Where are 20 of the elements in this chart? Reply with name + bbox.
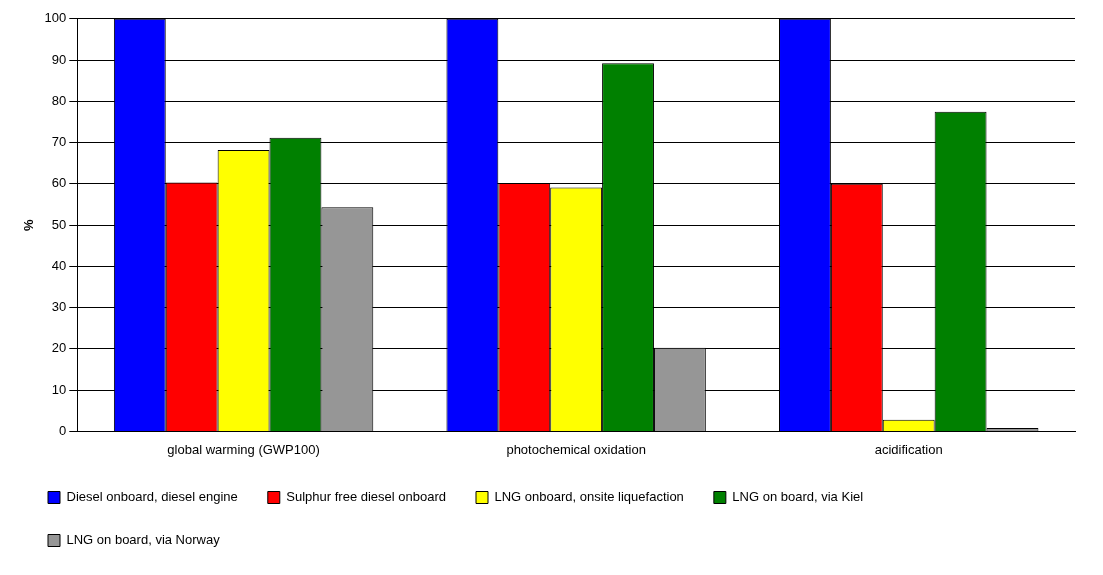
y-tick-label: 90 bbox=[51, 51, 67, 67]
y-axis-title: % bbox=[21, 218, 37, 231]
x-tick-label: global warming (GWP100) bbox=[167, 441, 320, 457]
x-tick-label: photochemical oxidation bbox=[506, 441, 646, 457]
y-tick-label: 50 bbox=[51, 216, 67, 232]
legend-label: LNG on board, via Kiel bbox=[732, 489, 864, 505]
y-tick-label: 40 bbox=[51, 257, 67, 273]
y-tick-label: 10 bbox=[51, 381, 67, 397]
y-tick-label: 0 bbox=[59, 422, 67, 438]
legend-label: LNG onboard, onsite liquefaction bbox=[494, 489, 684, 505]
y-tick-label: 60 bbox=[51, 175, 67, 191]
y-tick-label: 20 bbox=[51, 340, 67, 356]
y-tick-label: 80 bbox=[51, 92, 67, 108]
legend-label: Diesel onboard, diesel engine bbox=[66, 489, 238, 505]
y-tick-label: 100 bbox=[44, 10, 67, 26]
legend-label: Sulphur free diesel onboard bbox=[286, 489, 447, 505]
legend-label: LNG on board, via Norway bbox=[66, 532, 221, 548]
x-tick-label: acidification bbox=[874, 441, 943, 457]
y-tick-label: 30 bbox=[51, 299, 67, 315]
y-tick-label: 70 bbox=[51, 134, 67, 150]
